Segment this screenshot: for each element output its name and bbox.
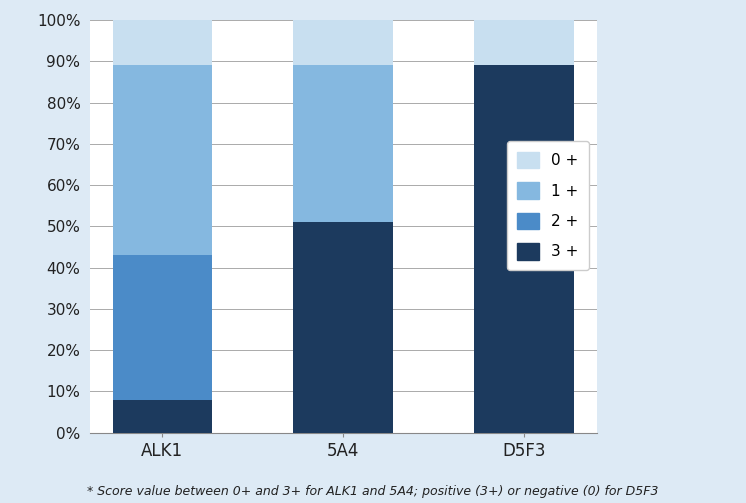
- Bar: [113, 65, 212, 255]
- Bar: [113, 20, 212, 65]
- Text: * Score value between 0+ and 3+ for ALK1 and 5A4; positive (3+) or negative (0) : * Score value between 0+ and 3+ for ALK1…: [87, 485, 659, 498]
- Bar: [293, 20, 393, 65]
- Bar: [113, 399, 212, 433]
- Bar: [474, 65, 574, 433]
- Bar: [113, 255, 212, 399]
- Legend: 0 +, 1 +, 2 +, 3 +: 0 +, 1 +, 2 +, 3 +: [507, 141, 589, 270]
- Bar: [474, 20, 574, 65]
- Bar: [293, 65, 393, 222]
- Bar: [293, 222, 393, 433]
